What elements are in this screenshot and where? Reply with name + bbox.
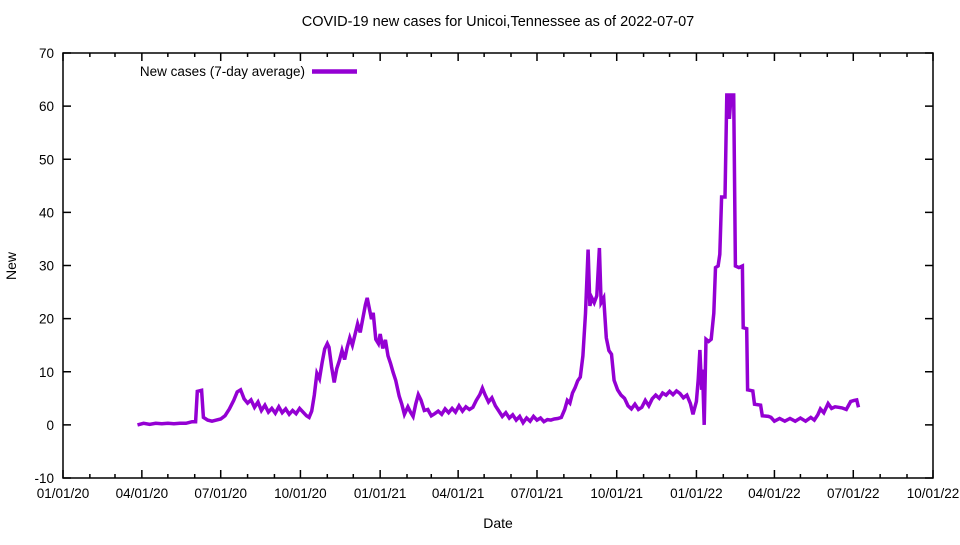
y-tick-label: 30 xyxy=(39,259,54,274)
y-tick-label: 10 xyxy=(39,365,54,380)
axis-ticks xyxy=(62,52,934,479)
x-tick-label: 01/01/21 xyxy=(354,486,407,501)
legend-label: New cases (7-day average) xyxy=(140,64,305,79)
y-axis-title: New xyxy=(3,251,19,280)
x-tick-label: 10/01/20 xyxy=(274,486,327,501)
y-tick-label: 50 xyxy=(39,152,54,167)
y-tick-label: -10 xyxy=(34,471,54,486)
x-tick-label: 07/01/21 xyxy=(511,486,564,501)
x-tick-label: 04/01/20 xyxy=(116,486,169,501)
legend: New cases (7-day average) xyxy=(140,64,357,79)
x-axis-title: Date xyxy=(483,515,513,531)
series-line xyxy=(137,93,861,427)
y-tick-label: 20 xyxy=(39,312,54,327)
x-tick-label: 01/01/22 xyxy=(670,486,723,501)
data-series xyxy=(137,93,861,427)
axis-tick-labels: -10 0 10 20 30 40 50 60 70 01/01/20 04/01/20 07/01/… xyxy=(34,46,959,501)
x-tick-label: 01/01/20 xyxy=(37,486,90,501)
chart-title: COVID-19 new cases for Unicoi,Tennessee … xyxy=(302,14,695,30)
x-tick-label: 10/01/21 xyxy=(590,486,643,501)
x-tick-label: 04/01/22 xyxy=(748,486,801,501)
y-tick-label: 0 xyxy=(46,418,54,433)
x-tick-label: 10/01/22 xyxy=(907,486,960,501)
y-tick-label: 60 xyxy=(39,99,54,114)
x-tick-label: 07/01/22 xyxy=(827,486,880,501)
y-tick-label: 40 xyxy=(39,205,54,220)
x-tick-label: 04/01/21 xyxy=(432,486,485,501)
plot-border xyxy=(62,52,934,479)
y-tick-label: 70 xyxy=(39,46,54,61)
x-tick-label: 07/01/20 xyxy=(194,486,247,501)
